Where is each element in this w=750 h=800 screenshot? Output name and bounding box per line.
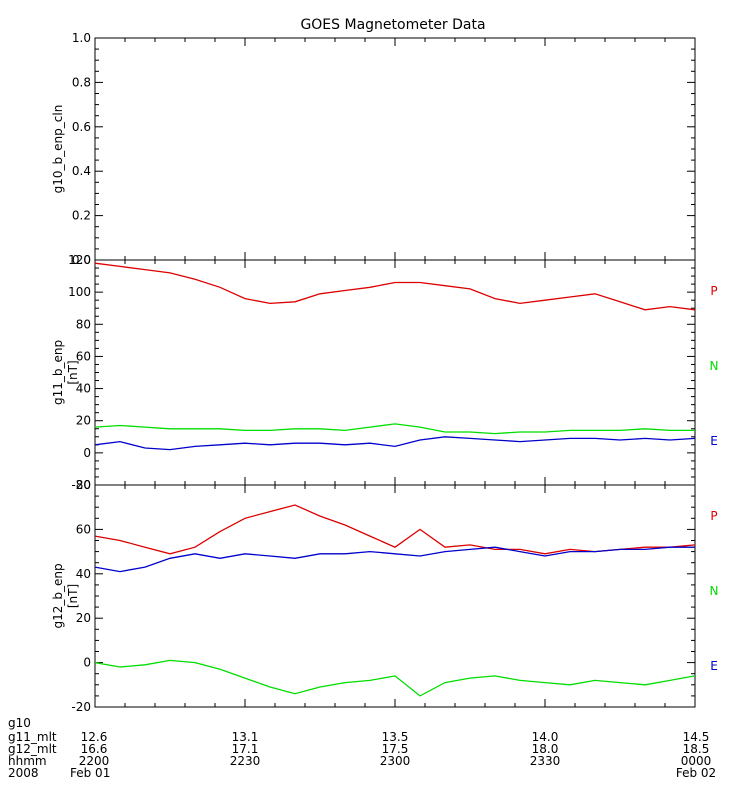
panel-frame bbox=[94, 37, 696, 261]
series-line-p bbox=[94, 504, 696, 555]
y-tick-label: 40 bbox=[76, 382, 91, 396]
x-row-header: g11_mlt bbox=[8, 730, 57, 744]
y-tick-label: 0.2 bbox=[72, 209, 91, 223]
y-tick-label: 0 bbox=[83, 656, 91, 670]
x-row-header: 2008 bbox=[8, 766, 39, 780]
chart-title: GOES Magnetometer Data bbox=[300, 17, 485, 33]
y-axis-label: g12_b_enp bbox=[51, 563, 65, 628]
x-tick-label: 18.0 bbox=[532, 742, 559, 756]
panel-g11: -20 0 20 40 60 80 100 120 g11_b_enp [nT] P N E bbox=[51, 253, 718, 492]
x-row-header: hhmm bbox=[8, 754, 47, 768]
x-tick-label: Feb 02 bbox=[676, 766, 716, 780]
legend-label-p: P bbox=[710, 284, 717, 298]
y-axis-unit: [nT] bbox=[66, 584, 80, 608]
y-tick-label: 80 bbox=[76, 317, 91, 331]
series-line-e bbox=[94, 436, 696, 451]
x-tick-label: 14.5 bbox=[683, 730, 710, 744]
legend-label-e: E bbox=[710, 659, 718, 673]
series-line-e bbox=[94, 546, 695, 573]
y-axis-label: g11_b_enp bbox=[51, 340, 65, 405]
x-row-header: g10 bbox=[8, 716, 31, 730]
series-line-n bbox=[94, 659, 696, 697]
x-tick-label: 2230 bbox=[230, 754, 261, 768]
series-line-p bbox=[94, 262, 696, 311]
legend-label-e: E bbox=[710, 434, 718, 448]
plot-panels: 0.0 0.2 0.4 0.6 0.8 1.0 g10_b_enp_cln -20 0 20 40 6… bbox=[51, 31, 718, 714]
legend-label-n: N bbox=[710, 359, 719, 373]
x-tick-label: 16.6 bbox=[81, 742, 108, 756]
y-tick-label: -20 bbox=[71, 700, 91, 714]
x-row-header: g12_mlt bbox=[8, 742, 57, 756]
x-tick-label: 13.5 bbox=[382, 730, 409, 744]
x-tick-label: 13.1 bbox=[232, 730, 259, 744]
y-tick-label: -20 bbox=[71, 478, 91, 492]
panel-g10: 0.0 0.2 0.4 0.6 0.8 1.0 g10_b_enp_cln bbox=[51, 31, 696, 267]
y-tick-label: 60 bbox=[76, 349, 91, 363]
x-tick-label: 12.6 bbox=[81, 730, 108, 744]
series-line-n bbox=[94, 423, 695, 435]
y-tick-label: 40 bbox=[76, 567, 91, 581]
x-tick-label: Feb 01 bbox=[70, 766, 110, 780]
y-tick-label: 0.0 bbox=[72, 253, 91, 267]
legend-label-p: P bbox=[710, 509, 717, 523]
y-tick-label: 80 bbox=[76, 478, 91, 492]
y-tick-label: 120 bbox=[68, 253, 91, 267]
y-axis-label: g10_b_enp_cln bbox=[51, 105, 65, 194]
y-axis-unit: [nT] bbox=[66, 360, 80, 384]
y-tick-label: 1.0 bbox=[72, 31, 91, 45]
y-tick-label: 20 bbox=[76, 414, 91, 428]
x-tick-label: 0000 bbox=[681, 754, 712, 768]
legend-label-n: N bbox=[710, 584, 719, 598]
y-tick-label: 0.4 bbox=[72, 164, 91, 178]
x-tick-label: 17.5 bbox=[382, 742, 409, 756]
y-tick-label: 100 bbox=[68, 285, 91, 299]
x-tick-label: 2200 bbox=[79, 754, 110, 768]
y-tick-label: 60 bbox=[76, 522, 91, 536]
y-tick-label: 0.6 bbox=[72, 120, 91, 134]
panel-g12: -20 0 20 40 60 80 g12_b_enp [nT] P N E bbox=[51, 478, 718, 714]
x-tick-label: 2330 bbox=[530, 754, 561, 768]
x-tick-label: 18.5 bbox=[683, 742, 710, 756]
y-tick-label: 20 bbox=[76, 611, 91, 625]
panel-frame bbox=[94, 259, 696, 486]
x-tick-label: 2300 bbox=[380, 754, 411, 768]
x-tick-label: 14.0 bbox=[532, 730, 559, 744]
y-tick-label: 0.8 bbox=[72, 75, 91, 89]
y-tick-label: 0 bbox=[83, 446, 91, 460]
x-tick-label: 17.1 bbox=[232, 742, 259, 756]
panel-frame bbox=[94, 484, 696, 708]
